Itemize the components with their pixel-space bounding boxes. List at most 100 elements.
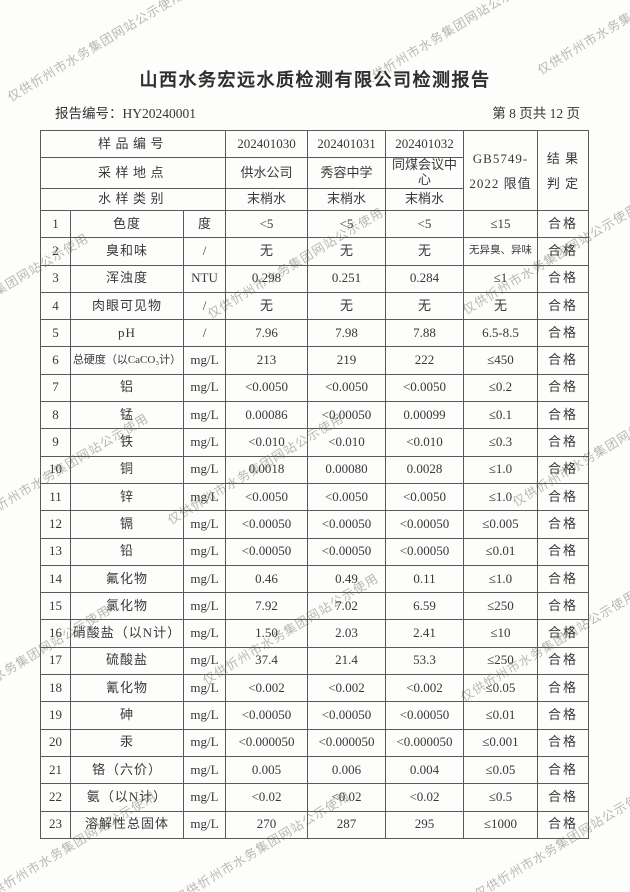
result-judgment: 合格 [537, 755, 589, 785]
parameter-name: 臭和味 [70, 237, 184, 266]
sample-3-value: <5 [385, 209, 464, 239]
limit-value: ≤10 [463, 619, 538, 648]
table-row: 22 氨（以N计） mg/L <0.02 <0.02 <0.02 ≤0.5 合格 [40, 783, 589, 812]
result-judgment: 合格 [537, 728, 589, 757]
page-indicator: 第 8 页共 12 页 [492, 106, 580, 121]
table-row: 9 铁 mg/L <0.010 <0.010 <0.010 ≤0.3 合格 [40, 428, 589, 457]
limit-value: ≤450 [463, 346, 538, 375]
sample-2-value: 21.4 [307, 646, 386, 676]
row-number: 1 [40, 209, 71, 239]
parameter-name: 硝酸盐（以N计） [70, 619, 184, 648]
category-label: 水样类别 [40, 188, 226, 211]
unit: mg/L [183, 346, 226, 375]
limit-header-line2: 2022 限值 [469, 175, 532, 191]
unit: mg/L [183, 755, 226, 785]
unit: mg/L [183, 646, 226, 676]
page-title: 山西水务宏远水质检测有限公司检测报告 [139, 70, 491, 90]
parameter-name: 硫酸盐 [70, 646, 184, 676]
result-judgment: 合格 [537, 701, 589, 730]
parameter-name: 总硬度（以CaCO₃计） [70, 346, 184, 375]
sample-3-value: 2.41 [385, 619, 464, 648]
parameter-name: 砷 [70, 701, 184, 730]
result-judgment: 合格 [537, 646, 589, 676]
table-body: 1 色度度 <5 <5 <5 ≤15 合格 2 臭和味 / 无无无无异臭、异味 合格 3 浑浊度 NTU 0.… [40, 209, 589, 839]
report-meta: 报告编号：HY20240001 第 8 页共 12 页 [55, 102, 580, 122]
result-judgment: 合格 [537, 592, 589, 621]
table-row: 11 锌 mg/L <0.0050 <0.0050 <0.0050 ≤1.0 合格 [40, 482, 589, 512]
sample-3-value: <0.0050 [385, 373, 464, 403]
sample-3-value: <0.00050 [385, 701, 464, 730]
row-number: 13 [40, 537, 71, 566]
parameter-name: 锌 [70, 482, 184, 512]
unit: / [183, 291, 226, 321]
result-judgment: 合格 [537, 674, 589, 703]
unit: mg/L [183, 564, 226, 594]
row-number: 6 [40, 346, 71, 375]
table-row: 10 铜 mg/L 0.0018 0.00080 0.0028 ≤1.0 合格 [40, 455, 589, 484]
result-judgment: 合格 [537, 237, 589, 266]
row-number: 22 [40, 783, 71, 812]
row-number: 4 [40, 291, 71, 321]
sample-1-value: 7.92 [225, 592, 308, 621]
sample-1-value: <0.0050 [225, 373, 308, 403]
sample-2-value: 287 [307, 810, 386, 839]
parameter-name: 汞 [70, 728, 184, 757]
category-3: 末梢水 [385, 188, 464, 211]
row-number: 9 [40, 428, 71, 457]
table-row: 12 镉 mg/L <0.00050 <0.00050 <0.00050 ≤0.005 合格 [40, 510, 589, 539]
unit: / [183, 319, 226, 348]
unit: mg/L [183, 455, 226, 484]
unit: mg/L [183, 428, 226, 457]
result-judgment: 合格 [537, 810, 589, 839]
table-row: 3 浑浊度 NTU 0.298 0.251 0.284 ≤1 合格 [40, 264, 589, 293]
table-row: 16 硝酸盐（以N计） mg/L 1.50 2.03 2.41 ≤10 合格 [40, 619, 589, 648]
sample-1-value: <0.00050 [225, 510, 308, 539]
result-judgment: 合格 [537, 482, 589, 512]
sample-2-value: 0.251 [307, 264, 386, 293]
parameter-name: 镉 [70, 510, 184, 539]
result-judgment: 合格 [537, 319, 589, 348]
unit: mg/L [183, 783, 226, 812]
limit-value: ≤0.1 [463, 401, 538, 430]
sample-3-value: 6.59 [385, 592, 464, 621]
parameter-name: 氯化物 [70, 592, 184, 621]
parameter-name: 铁 [70, 428, 184, 457]
limit-value: ≤0.005 [463, 510, 538, 539]
row-number: 20 [40, 728, 71, 757]
sample-2-value: 0.006 [307, 755, 386, 785]
limit-value: ≤250 [463, 592, 538, 621]
limit-value: ≤1.0 [463, 564, 538, 594]
sample-2-value: <0.00050 [307, 701, 386, 730]
row-number: 11 [40, 482, 71, 512]
result-judgment: 合格 [537, 564, 589, 594]
sample-1-value: 213 [225, 346, 308, 375]
row-number: 8 [40, 401, 71, 430]
parameter-name: 浑浊度 [70, 264, 184, 293]
table-row: 17 硫酸盐 mg/L 37.4 21.4 53.3 ≤250 合格 [40, 646, 589, 676]
parameter-name: 氨（以N计） [70, 783, 184, 812]
report-number-label: 报告编号： [55, 106, 123, 121]
limit-value: ≤1 [463, 264, 538, 293]
table-row: 13 铅 mg/L <0.00050 <0.00050 <0.00050 ≤0.01 合格 [40, 537, 589, 566]
table-row: 7 铝 mg/L <0.0050 <0.0050 <0.0050 ≤0.2 合格 [40, 373, 589, 403]
sample-1-value: <0.002 [225, 674, 308, 703]
sample-3-value: <0.00050 [385, 537, 464, 566]
parameter-name: 铅 [70, 537, 184, 566]
limit-value: ≤1.0 [463, 455, 538, 484]
sample-1-value: 1.50 [225, 619, 308, 648]
sample-3-value: 7.88 [385, 319, 464, 348]
sample-1-value: 0.005 [225, 755, 308, 785]
limit-value: 无异臭、异味 [463, 237, 538, 266]
limit-value: ≤0.2 [463, 373, 538, 403]
sample-2-value: <0.010 [307, 428, 386, 457]
sample-3-value: 0.11 [385, 564, 464, 594]
unit: mg/L [183, 728, 226, 757]
limit-value: ≤1.0 [463, 482, 538, 512]
result-judgment: 合格 [537, 455, 589, 484]
sample-3-value: 0.0028 [385, 455, 464, 484]
row-number: 17 [40, 646, 71, 676]
unit: 度 [183, 209, 226, 239]
row-number: 2 [40, 237, 71, 266]
unit: NTU [183, 264, 226, 293]
